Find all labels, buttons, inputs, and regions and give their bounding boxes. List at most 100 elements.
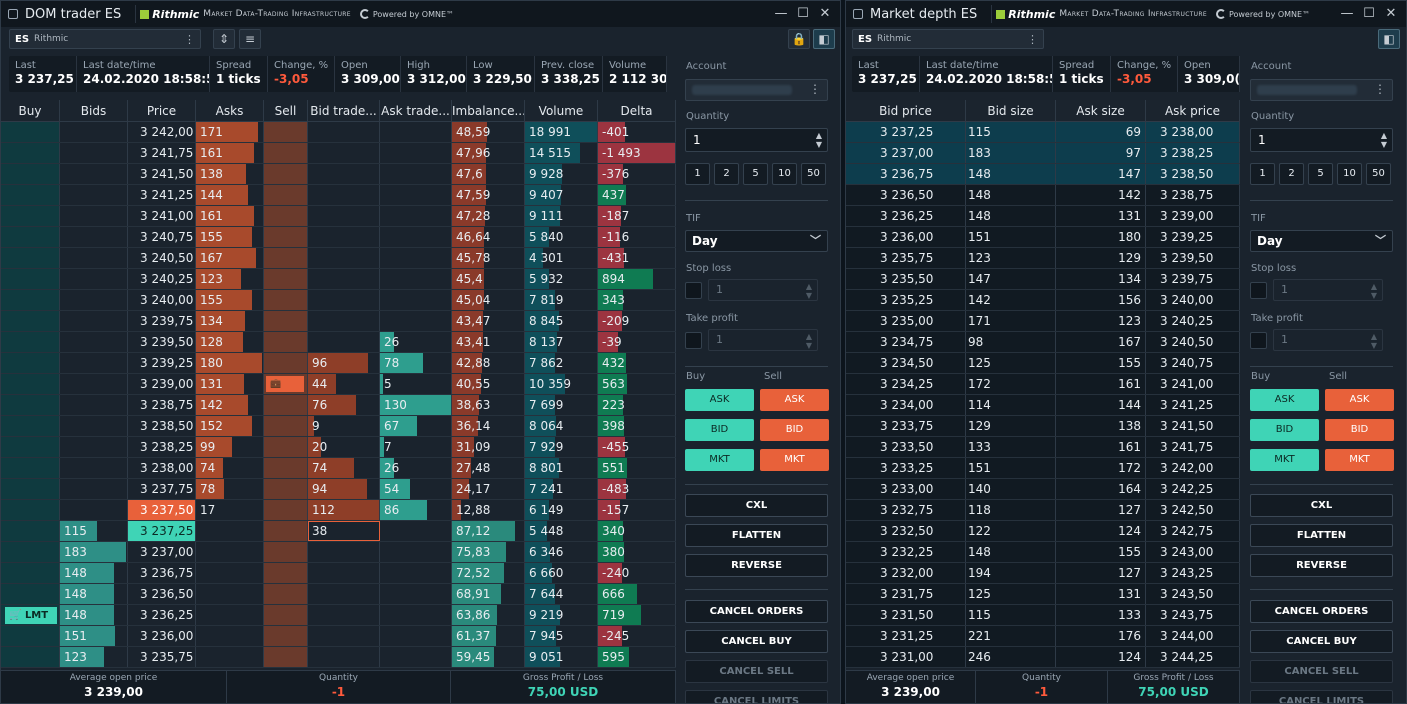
cell-bid-trade[interactable] xyxy=(308,584,380,604)
table-row[interactable]: 3 237,75 78 94 54 24,17 7 241 -483 xyxy=(1,479,676,500)
cell-imbalance[interactable]: 47,59 xyxy=(452,185,525,205)
cell-bid-price[interactable]: 3 236,00 xyxy=(846,227,966,247)
cell-bids[interactable] xyxy=(60,374,128,394)
cell-bid-trade[interactable] xyxy=(308,206,380,226)
cell-bid-trade[interactable]: 20 xyxy=(308,437,380,457)
cell-bid-trade[interactable] xyxy=(308,164,380,184)
cell-sell[interactable] xyxy=(264,626,308,646)
cell-ask-trade[interactable] xyxy=(380,290,452,310)
cell-ask-trade[interactable]: 26 xyxy=(380,332,452,352)
table-row[interactable]: 3 239,00 131 💼 44 5 40,55 10 359 563 xyxy=(1,374,676,395)
cell-asks[interactable]: 138 xyxy=(196,164,264,184)
table-row[interactable]: 3 231,75 125 131 3 243,50 xyxy=(846,584,1240,605)
cell-bid-trade[interactable] xyxy=(308,185,380,205)
table-row[interactable]: 3 240,75 155 46,64 5 840 -116 xyxy=(1,227,676,248)
cell-asks[interactable]: 128 xyxy=(196,332,264,352)
cell-volume[interactable]: 8 064 xyxy=(525,416,598,436)
cell-delta[interactable]: 551 xyxy=(598,458,676,478)
cell-ask-trade[interactable] xyxy=(380,311,452,331)
cell-bid-size[interactable]: 148 xyxy=(966,164,1056,184)
cell-ask-trade[interactable] xyxy=(380,269,452,289)
cell-ask-price[interactable]: 3 242,50 xyxy=(1146,500,1240,520)
table-row[interactable]: 3 233,50 133 161 3 241,75 xyxy=(846,437,1240,458)
cell-bid-size[interactable]: 172 xyxy=(966,374,1056,394)
cell-imbalance[interactable]: 61,37 xyxy=(452,626,525,646)
col-header-delta[interactable]: Delta xyxy=(598,100,676,121)
table-row[interactable]: 3 233,25 151 172 3 242,00 xyxy=(846,458,1240,479)
cell-asks[interactable] xyxy=(196,626,264,646)
table-row[interactable]: 🛒 LMT 148 3 236,25 63,86 9 219 719 xyxy=(1,605,676,626)
cell-asks[interactable] xyxy=(196,584,264,604)
cell-ask-size[interactable]: 69 xyxy=(1056,122,1146,142)
cell-bid-price[interactable]: 3 236,50 xyxy=(846,185,966,205)
cell-buy[interactable] xyxy=(1,647,60,667)
cell-bid-size[interactable]: 129 xyxy=(966,416,1056,436)
cell-asks[interactable]: 78 xyxy=(196,479,264,499)
maximize-button[interactable]: ☐ xyxy=(797,6,809,21)
table-row[interactable]: 3 236,25 148 131 3 239,00 xyxy=(846,206,1240,227)
cell-delta[interactable]: 894 xyxy=(598,269,676,289)
cell-ask-trade[interactable] xyxy=(380,164,452,184)
table-row[interactable]: 3 240,00 155 45,04 7 819 343 xyxy=(1,290,676,311)
cell-delta[interactable]: -157 xyxy=(598,500,676,520)
quick-qty-2-button[interactable]: 2 xyxy=(714,163,739,185)
cell-delta[interactable]: -240 xyxy=(598,563,676,583)
cell-bid-price[interactable]: 3 232,25 xyxy=(846,542,966,562)
cell-buy[interactable] xyxy=(1,479,60,499)
cell-ask-size[interactable]: 180 xyxy=(1056,227,1146,247)
cell-bids[interactable] xyxy=(60,122,128,142)
cell-bid-trade[interactable] xyxy=(308,143,380,163)
cell-buy[interactable] xyxy=(1,374,60,394)
cell-delta[interactable]: 595 xyxy=(598,647,676,667)
table-row[interactable]: 3 238,00 74 74 26 27,48 8 801 551 xyxy=(1,458,676,479)
cell-price[interactable]: 3 239,50 xyxy=(128,332,196,352)
cell-price[interactable]: 3 241,50 xyxy=(128,164,196,184)
cell-imbalance[interactable]: 75,83 xyxy=(452,542,525,562)
table-row[interactable]: 3 232,25 148 155 3 243,00 xyxy=(846,542,1240,563)
cell-ask-trade[interactable]: 67 xyxy=(380,416,452,436)
cell-ask-size[interactable]: 127 xyxy=(1056,563,1146,583)
close-button[interactable]: ✕ xyxy=(1385,6,1397,21)
cell-buy[interactable] xyxy=(1,290,60,310)
col-header-asks[interactable]: Asks xyxy=(196,100,264,121)
cell-sell[interactable] xyxy=(264,479,308,499)
cell-volume[interactable]: 6 346 xyxy=(525,542,598,562)
cell-asks[interactable]: 123 xyxy=(196,269,264,289)
cell-ask-size[interactable]: 176 xyxy=(1056,626,1146,646)
cell-buy[interactable] xyxy=(1,269,60,289)
cell-volume[interactable]: 6 660 xyxy=(525,563,598,583)
cell-bids[interactable] xyxy=(60,164,128,184)
cell-delta[interactable]: 666 xyxy=(598,584,676,604)
cell-buy[interactable] xyxy=(1,185,60,205)
cell-ask-trade[interactable] xyxy=(380,647,452,667)
cell-bid-trade[interactable]: 96 xyxy=(308,353,380,373)
table-row[interactable]: 3 235,00 171 123 3 240,25 xyxy=(846,311,1240,332)
cell-bids[interactable] xyxy=(60,416,128,436)
cell-volume[interactable]: 9 407 xyxy=(525,185,598,205)
cell-bids[interactable] xyxy=(60,500,128,520)
cell-delta[interactable]: 432 xyxy=(598,353,676,373)
cell-sell[interactable] xyxy=(264,311,308,331)
cell-sell[interactable] xyxy=(264,437,308,457)
cell-sell[interactable] xyxy=(264,206,308,226)
cell-bids[interactable]: 123 xyxy=(60,647,128,667)
table-row[interactable]: 3 241,25 144 47,59 9 407 437 xyxy=(1,185,676,206)
cell-volume[interactable]: 7 929 xyxy=(525,437,598,457)
cell-price[interactable]: 3 241,25 xyxy=(128,185,196,205)
cell-bid-price[interactable]: 3 235,75 xyxy=(846,248,966,268)
cell-bids[interactable]: 148 xyxy=(60,605,128,625)
cell-volume[interactable]: 7 644 xyxy=(525,584,598,604)
cell-ask-price[interactable]: 3 238,25 xyxy=(1146,143,1240,163)
cancel-limits-button[interactable]: CANCEL LIMITS xyxy=(1250,690,1393,703)
cell-delta[interactable]: -376 xyxy=(598,164,676,184)
cell-volume[interactable]: 5 448 xyxy=(525,521,598,541)
cancel-orders-button[interactable]: CANCEL ORDERS xyxy=(1250,600,1393,623)
cell-delta[interactable]: 343 xyxy=(598,290,676,310)
cell-delta[interactable]: -431 xyxy=(598,248,676,268)
panel-toggle-icon[interactable]: ◧ xyxy=(1378,29,1400,49)
sell-bid-button[interactable]: BID xyxy=(1325,419,1394,441)
cell-volume[interactable]: 6 149 xyxy=(525,500,598,520)
stop-loss-spinner-icon[interactable]: ▲ ▼ xyxy=(1370,282,1377,300)
quick-qty-5-button[interactable]: 5 xyxy=(1308,163,1333,185)
cell-price[interactable]: 3 240,00 xyxy=(128,290,196,310)
